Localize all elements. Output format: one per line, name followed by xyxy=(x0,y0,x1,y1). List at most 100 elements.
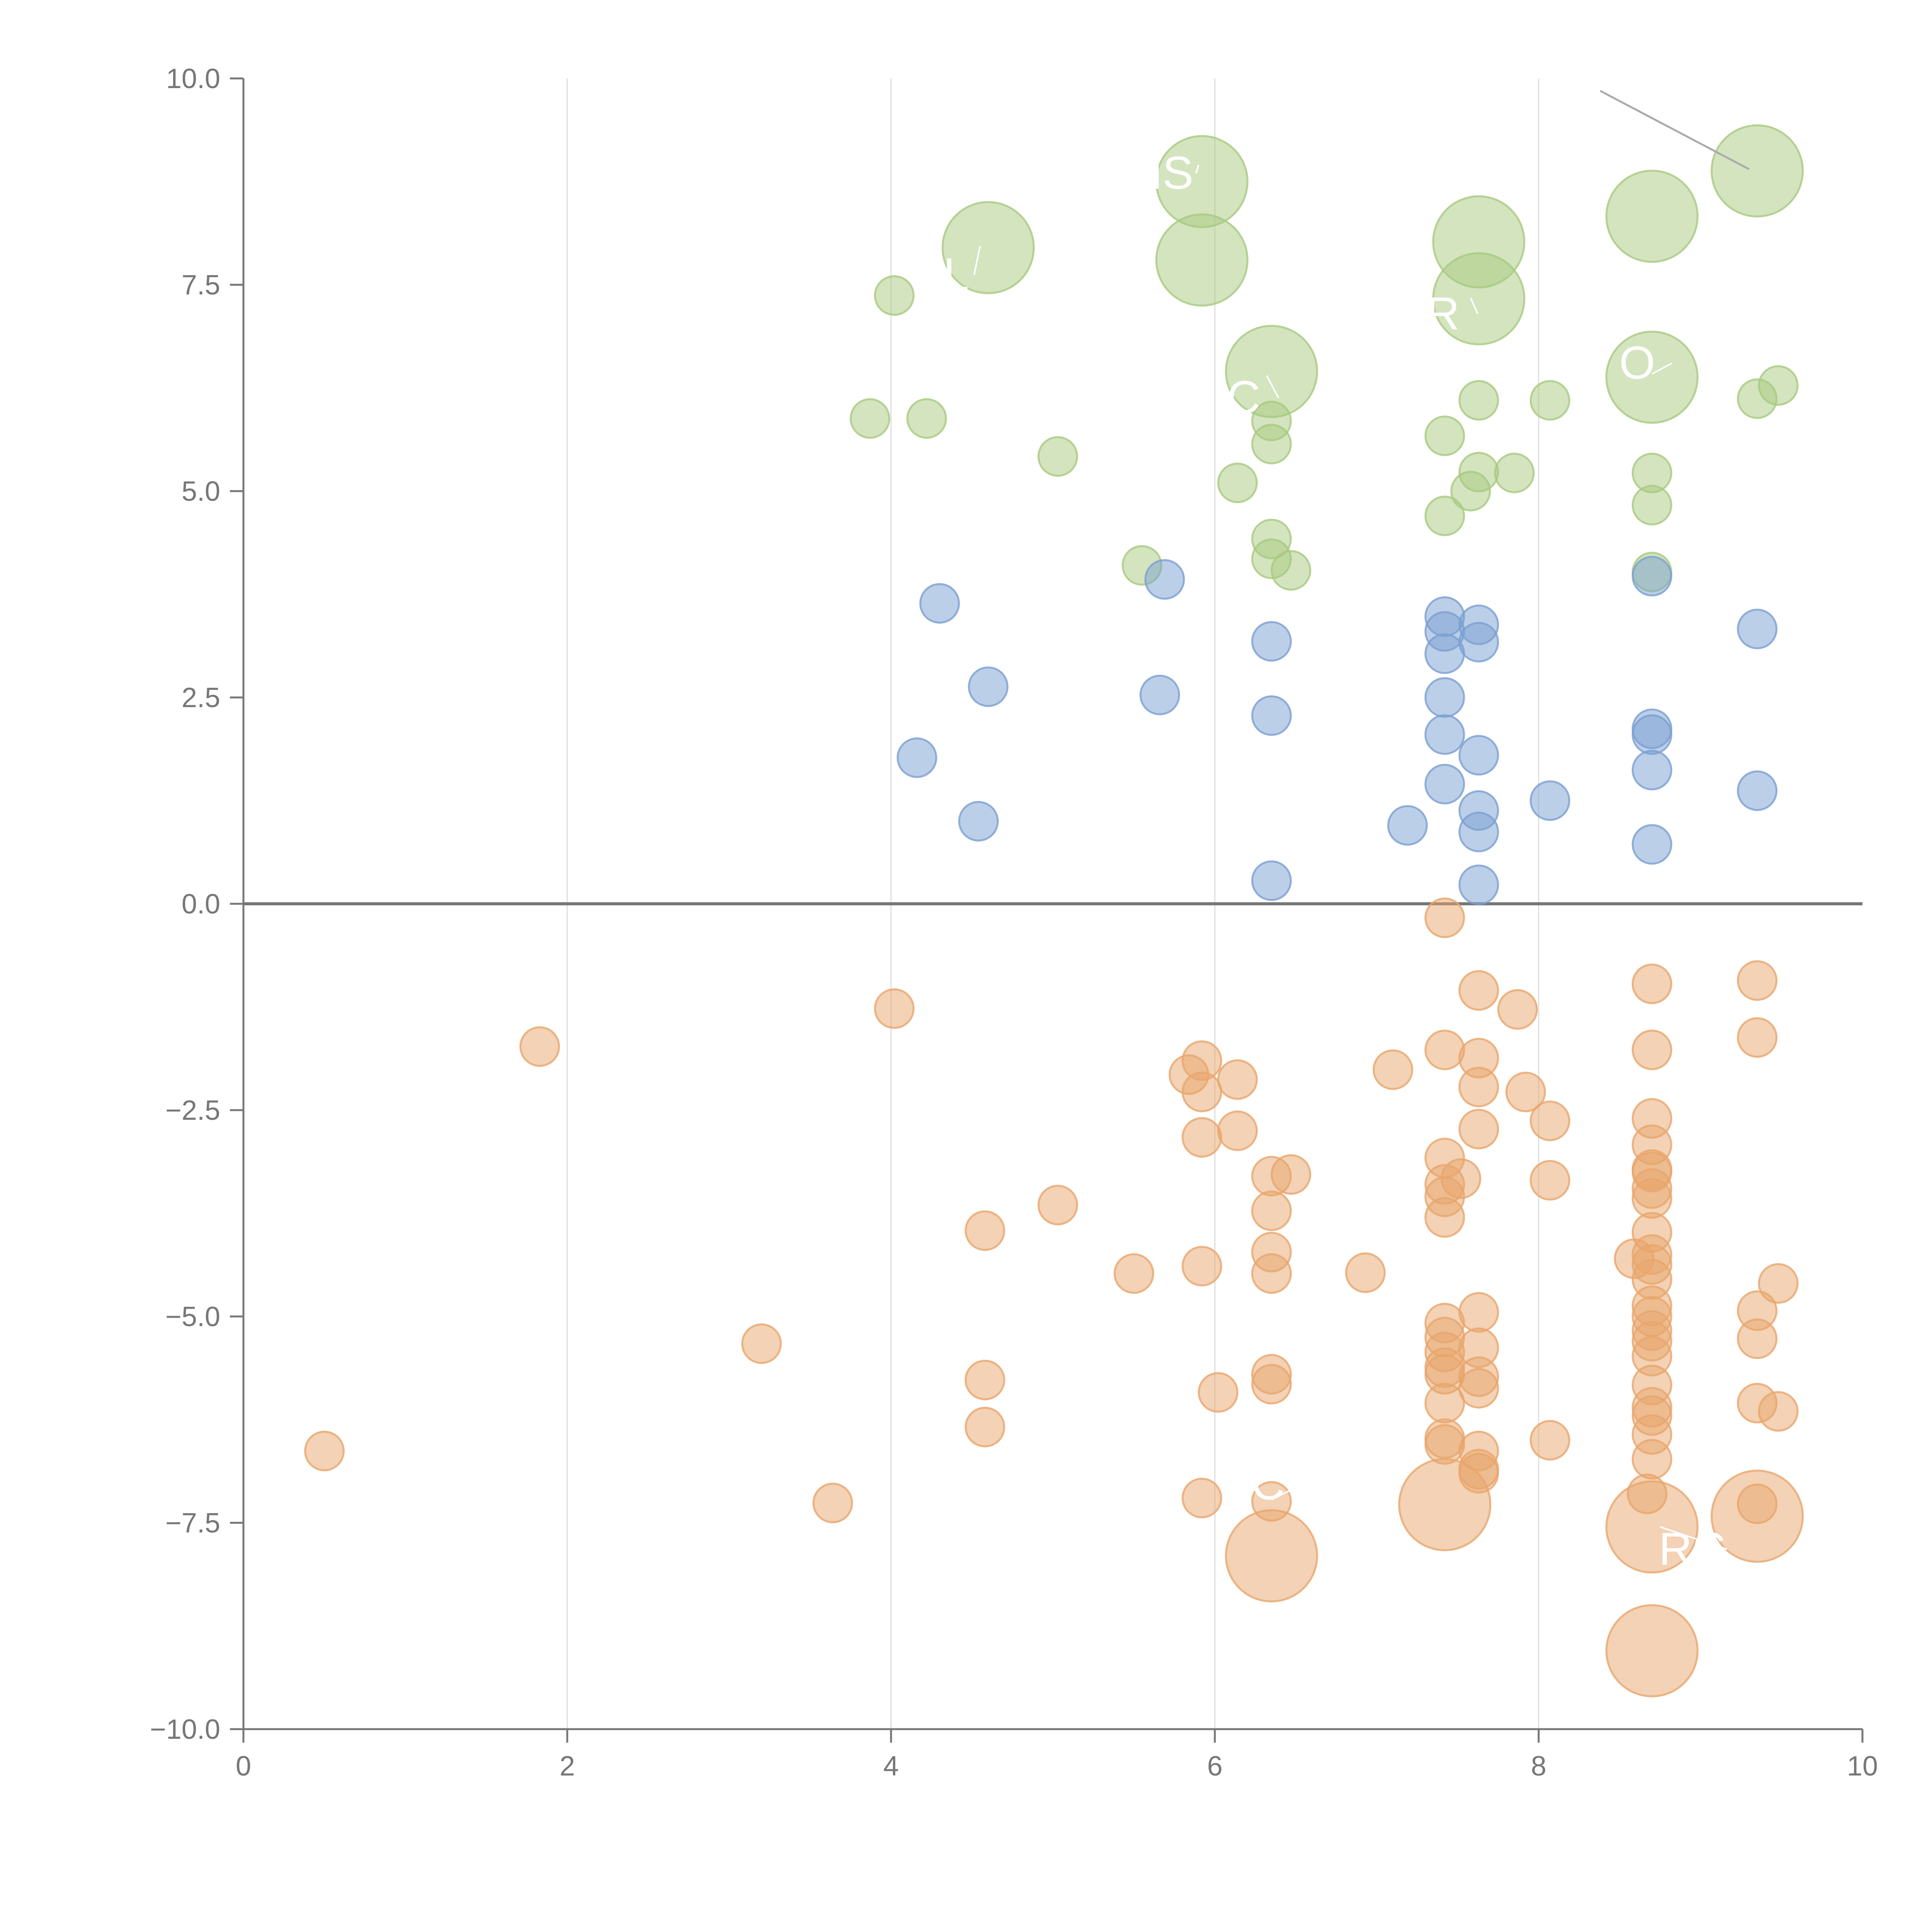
green-point xyxy=(1529,380,1570,421)
orange-point xyxy=(1497,989,1538,1030)
annotation-label: CL xyxy=(910,248,969,300)
blue-point xyxy=(1424,714,1465,755)
annotation-leader xyxy=(1195,165,1199,174)
x-tick-label: 0 xyxy=(236,1751,251,1782)
blue-point xyxy=(968,666,1009,707)
green-point xyxy=(1424,415,1465,456)
green-point xyxy=(1758,365,1799,406)
y-tick-label: 5.0 xyxy=(182,476,220,507)
orange-point xyxy=(1251,1364,1292,1405)
green-point xyxy=(906,398,947,439)
annotation-leader xyxy=(1271,1483,1303,1500)
y-tick-label: 2.5 xyxy=(182,682,220,713)
blue-point xyxy=(1737,609,1778,650)
orange-point xyxy=(1225,1509,1318,1602)
blue-point xyxy=(1631,556,1672,597)
y-tick-label: 10.0 xyxy=(166,63,220,94)
orange-point xyxy=(1458,1292,1499,1333)
annotation-leader xyxy=(1660,1526,1728,1550)
orange-point xyxy=(519,1026,560,1067)
blue-point xyxy=(1251,621,1292,662)
blue-point xyxy=(1144,559,1185,600)
annotation-label: NS xyxy=(1129,147,1194,199)
blue-point xyxy=(1631,824,1672,865)
annotation-leader xyxy=(1651,362,1672,375)
annotation-leader-grey xyxy=(1600,90,1750,170)
blue-point xyxy=(1458,735,1499,776)
orange-point xyxy=(304,1430,345,1471)
orange-point xyxy=(1737,1318,1778,1359)
orange-point xyxy=(1737,1017,1778,1058)
y-tick-label: 0.0 xyxy=(182,889,220,920)
y-tick-label: 7.5 xyxy=(182,270,220,301)
x-tick-label: 4 xyxy=(883,1751,899,1782)
blue-point xyxy=(958,801,999,842)
orange-point xyxy=(1505,1071,1546,1112)
y-tick-label: −2.5 xyxy=(165,1095,220,1126)
blue-point xyxy=(1251,695,1292,736)
blue-point xyxy=(1424,764,1465,804)
orange-point xyxy=(1424,1383,1465,1423)
series-blue xyxy=(896,556,1778,905)
orange-point xyxy=(1711,1469,1804,1563)
blue-point xyxy=(919,583,960,624)
green-point xyxy=(1458,452,1499,493)
green-point xyxy=(850,398,891,439)
blue-point xyxy=(1737,770,1778,811)
data-points xyxy=(304,124,1804,1697)
orange-point xyxy=(1251,1253,1292,1294)
y-tick-label: −7.5 xyxy=(165,1508,220,1539)
orange-point xyxy=(1181,1117,1222,1158)
orange-point xyxy=(1181,1071,1222,1112)
orange-point xyxy=(1631,1439,1672,1480)
orange-point xyxy=(1529,1100,1570,1141)
orange-point xyxy=(1529,1420,1570,1461)
blue-point xyxy=(1458,811,1499,852)
x-tick-label: 2 xyxy=(560,1751,575,1782)
orange-point xyxy=(1458,1109,1499,1150)
x-tick-label: 8 xyxy=(1531,1751,1546,1782)
orange-point xyxy=(1758,1263,1799,1304)
blue-point xyxy=(1458,622,1499,663)
green-point xyxy=(1494,452,1535,493)
orange-point xyxy=(1631,1029,1672,1070)
orange-point xyxy=(1424,1029,1465,1070)
blue-point xyxy=(1139,675,1180,716)
grid-lines xyxy=(243,78,1862,1729)
annotation-label: C xyxy=(1227,372,1260,423)
blue-point xyxy=(1631,750,1672,791)
green-point xyxy=(1251,423,1292,464)
green-point xyxy=(1270,550,1311,591)
annotation-label: C xyxy=(1251,1458,1285,1510)
axes: 0 2 4 6 8 10 10.0 7.5 5.0 2.5 0.0 −2.5 −5.0 −7.5 −10.0 xyxy=(150,63,1878,1782)
orange-point xyxy=(1037,1185,1078,1226)
orange-point xyxy=(1458,1066,1499,1107)
orange-point xyxy=(874,988,915,1029)
green-point xyxy=(1037,436,1078,477)
blue-point xyxy=(1424,677,1465,718)
green-point xyxy=(941,201,1035,294)
orange-point xyxy=(1372,1049,1413,1090)
green-point xyxy=(874,275,915,316)
orange-point xyxy=(812,1483,853,1524)
blue-point xyxy=(1387,805,1428,846)
series-green xyxy=(850,124,1804,592)
blue-point xyxy=(1631,714,1672,755)
green-point xyxy=(1155,213,1248,307)
orange-point xyxy=(1458,1453,1499,1494)
blue-point xyxy=(1529,780,1570,821)
annotation-label: R xyxy=(1426,287,1460,339)
orange-point xyxy=(964,1406,1005,1447)
y-tick-label: −10.0 xyxy=(150,1714,220,1745)
green-point xyxy=(1605,170,1699,263)
blue-point xyxy=(1251,860,1292,901)
orange-point xyxy=(1345,1252,1386,1293)
x-tick-label: 6 xyxy=(1207,1751,1223,1782)
annotation-leader xyxy=(1266,375,1279,398)
orange-point xyxy=(1458,1368,1499,1409)
orange-point xyxy=(964,1210,1005,1251)
blue-point xyxy=(1458,864,1499,905)
orange-point xyxy=(1251,1190,1292,1231)
orange-point xyxy=(1114,1253,1154,1294)
